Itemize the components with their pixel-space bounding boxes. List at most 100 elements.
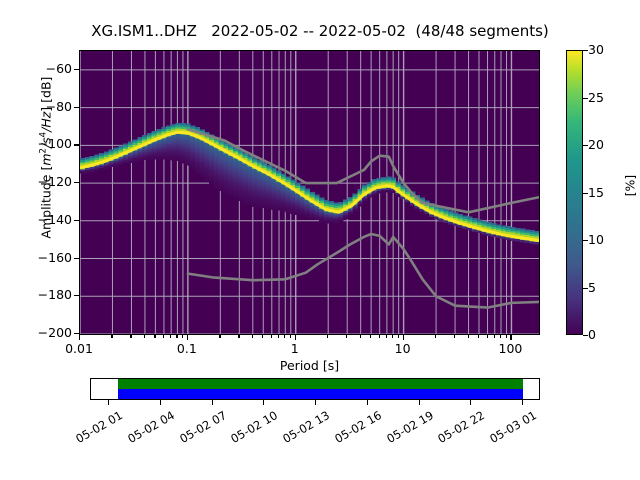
x-tick-mark bbox=[467, 335, 469, 338]
colorbar-tick-mark bbox=[583, 97, 588, 99]
x-tick-mark bbox=[493, 335, 495, 338]
x-tick-mark bbox=[477, 335, 480, 338]
y-tick-label: −160 bbox=[20, 249, 72, 265]
x-tick-mark bbox=[289, 335, 291, 338]
y-tick-text: −180 bbox=[37, 287, 72, 303]
x-tick-mark bbox=[327, 335, 329, 338]
y-tick-mark bbox=[74, 219, 79, 221]
colorbar-tick-mark bbox=[583, 50, 588, 52]
x-tick-text: 0.1 bbox=[176, 341, 197, 356]
x-tick-mark bbox=[143, 335, 146, 338]
timeline-tick-mark bbox=[470, 400, 472, 405]
x-tick-mark bbox=[392, 335, 394, 338]
x-tick-mark bbox=[370, 335, 372, 338]
x-tick-text: 1 bbox=[290, 341, 299, 356]
x-tick-mark bbox=[251, 335, 253, 338]
colorbar-tick-text: 20 bbox=[588, 137, 604, 152]
timeline-tick-mark bbox=[418, 400, 420, 405]
x-tick-mark bbox=[130, 335, 132, 338]
colorbar-tick-label: 20 bbox=[588, 137, 628, 152]
y-tick-text: −100 bbox=[37, 136, 72, 152]
x-tick-mark bbox=[79, 335, 81, 340]
colorbar bbox=[566, 50, 583, 335]
colorbar-tick-text: 10 bbox=[588, 232, 604, 247]
y-tick-text: −160 bbox=[37, 249, 72, 265]
y-tick-mark bbox=[74, 333, 79, 335]
y-tick-mark bbox=[74, 295, 79, 297]
y-tick-text: −200 bbox=[37, 325, 72, 340]
x-tick-mark bbox=[181, 335, 184, 338]
timeline-blue-band bbox=[118, 389, 523, 399]
x-tick-label: 0.1 bbox=[152, 341, 222, 357]
colorbar-tick-label: 0 bbox=[588, 327, 628, 342]
colorbar-tick-mark bbox=[583, 335, 588, 337]
y-tick-text: −80 bbox=[45, 98, 72, 114]
colorbar-tick-label: 15 bbox=[588, 184, 628, 200]
y-tick-text: −140 bbox=[37, 211, 72, 227]
colorbar-tick-text: 25 bbox=[588, 89, 604, 105]
timeline-date-label: 05-03 01 bbox=[446, 408, 539, 446]
timeline-tick-mark bbox=[108, 400, 110, 405]
x-tick-mark bbox=[284, 335, 286, 338]
colorbar-tick-mark bbox=[583, 145, 588, 147]
x-axis-label: Period [s] bbox=[279, 358, 340, 373]
x-tick-mark bbox=[170, 335, 172, 338]
x-tick-mark bbox=[270, 335, 272, 338]
x-tick-label: 10 bbox=[368, 341, 438, 357]
x-tick-mark bbox=[385, 335, 388, 338]
x-tick-mark bbox=[378, 335, 380, 338]
x-tick-label: 1 bbox=[260, 341, 330, 357]
noise-model-curves bbox=[186, 128, 539, 309]
timeline-tick-mark bbox=[366, 400, 368, 405]
ppsd-canvas bbox=[80, 51, 539, 334]
y-tick-label: −60 bbox=[20, 60, 72, 76]
x-tick-mark bbox=[359, 335, 361, 338]
y-tick-mark bbox=[74, 106, 79, 108]
x-tick-mark bbox=[278, 335, 280, 338]
y-tick-label: −140 bbox=[20, 211, 72, 227]
colorbar-tick-text: 30 bbox=[588, 42, 604, 57]
x-tick-mark bbox=[486, 335, 488, 338]
y-tick-text: −120 bbox=[37, 174, 72, 190]
x-tick-mark bbox=[219, 335, 221, 338]
x-tick-mark bbox=[111, 335, 113, 338]
y-tick-text: −60 bbox=[45, 60, 72, 76]
colorbar-tick-label: 30 bbox=[588, 42, 628, 57]
x-tick-text: 100 bbox=[498, 341, 523, 356]
x-tick-text: 0.01 bbox=[65, 341, 93, 356]
x-tick-mark bbox=[346, 335, 348, 338]
colorbar-tick-text: 15 bbox=[588, 184, 604, 200]
ppsd-plot-area bbox=[79, 50, 540, 335]
x-tick-label: 100 bbox=[475, 341, 545, 357]
y-tick-label: −180 bbox=[20, 287, 72, 303]
y-tick-label: −200 bbox=[20, 325, 72, 340]
x-tick-mark bbox=[262, 335, 264, 338]
colorbar-tick-label: 25 bbox=[588, 89, 628, 105]
plot-title: XG.ISM1..DHZ 2022-05-02 -- 2022-05-02 (4… bbox=[91, 22, 549, 40]
x-tick-mark bbox=[500, 335, 502, 338]
x-tick-mark bbox=[454, 335, 456, 338]
timeline-tick-mark bbox=[211, 400, 213, 405]
x-tick-label: 0.01 bbox=[44, 341, 114, 357]
colorbar-tick-mark bbox=[583, 192, 588, 194]
y-tick-mark bbox=[74, 68, 79, 71]
timeline-tick-mark bbox=[522, 400, 524, 405]
colorbar-tick-text: 5 bbox=[588, 279, 596, 295]
x-tick-mark bbox=[186, 335, 189, 340]
colorbar-tick-label: 10 bbox=[588, 232, 628, 247]
x-tick-mark bbox=[154, 335, 156, 338]
colorbar-label: [%] bbox=[622, 174, 638, 197]
timeline-date-text: 05-03 01 bbox=[487, 408, 539, 446]
y-tick-mark bbox=[74, 182, 79, 184]
x-tick-mark bbox=[238, 335, 240, 338]
colorbar-tick-mark bbox=[583, 240, 588, 242]
timeline-tick-mark bbox=[315, 400, 317, 405]
timeline-tick-mark bbox=[263, 400, 265, 405]
x-tick-mark bbox=[162, 335, 165, 338]
x-tick-mark bbox=[510, 335, 512, 340]
y-tick-label: −80 bbox=[20, 98, 72, 114]
colorbar-tick-label: 5 bbox=[588, 279, 628, 295]
timeline-coverage-bar[interactable] bbox=[90, 378, 540, 400]
y-tick-label: −120 bbox=[20, 174, 72, 190]
timeline-green-band bbox=[118, 379, 523, 389]
